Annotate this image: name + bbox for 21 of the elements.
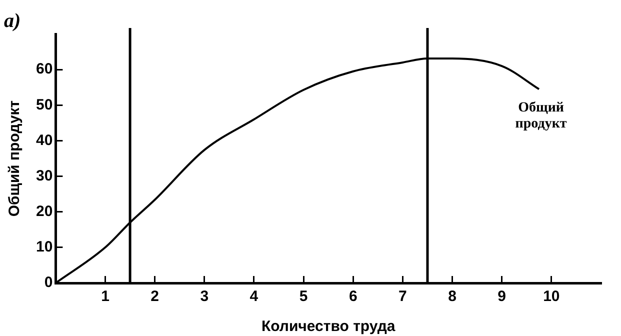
x-tick-label: 10 [543,288,560,306]
x-tick-label: 8 [448,288,456,306]
y-tick-label: 10 [36,238,53,256]
x-axis-title: Количество труда [261,318,396,336]
y-tick-label: 60 [36,60,53,78]
y-tick-label: 50 [36,96,53,114]
y-tick-label: 30 [36,167,53,184]
x-tick-label: 1 [101,288,110,306]
x-tick-label: 3 [200,288,209,306]
y-axis-title: Общий продукт [6,100,24,217]
y-tick-label: 20 [36,203,53,220]
y-tick-label: 0 [44,274,53,292]
x-tick-label: 5 [299,288,308,306]
x-tick-label: 6 [348,288,358,306]
y-tick-label: 40 [36,132,53,149]
series-label: Общий продукт [515,100,567,132]
x-tick-label: 4 [250,288,259,306]
x-tick-label: 2 [150,288,160,306]
x-tick-label: 9 [498,288,506,306]
chart-title: а) [4,10,21,32]
x-tick-label: 7 [398,288,407,306]
